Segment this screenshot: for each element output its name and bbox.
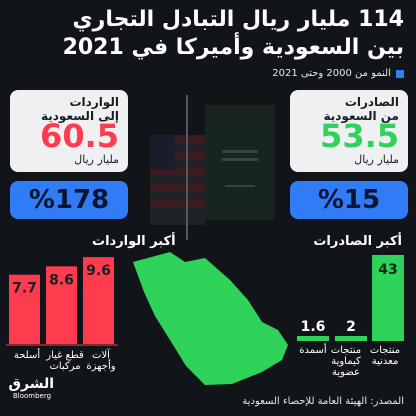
legend-swatch bbox=[396, 69, 404, 78]
imp-cat-3: أسلحة bbox=[2, 350, 52, 361]
import-bar-value-1: 9.6 bbox=[86, 263, 111, 279]
imp-cat-1-line2: وأجهزة bbox=[86, 361, 116, 372]
exp-cat-1: منتجات معدنية bbox=[360, 345, 410, 367]
top-exports-heading: أكبر الصادرات bbox=[313, 234, 402, 249]
source-note: المصدر: الهيئة العامة للإحصاء السعودية bbox=[242, 396, 404, 407]
import-bar-value-2: 8.6 bbox=[49, 272, 74, 288]
imp-cat-1: آلات وأجهزة bbox=[76, 350, 126, 372]
exp-cat-1-line1: منتجات bbox=[369, 345, 401, 356]
saudi-flag-icon bbox=[205, 105, 275, 220]
imports-title-text: الواردات bbox=[69, 95, 120, 109]
title-line-1: 114 مليار ريال التبادل التجاري bbox=[72, 7, 405, 32]
exp-cat-1-line2: معدنية bbox=[371, 356, 399, 367]
legend: النمو من 2000 وحتى 2021 bbox=[272, 68, 404, 79]
imp-cat-3-line1: أسلحة bbox=[13, 350, 41, 361]
imports-card: الواردات إلى السعودية 60.5 مليار ريال bbox=[10, 90, 128, 172]
imp-cat-2-line2: مركبات bbox=[49, 361, 81, 372]
imports-subtitle: إلى السعودية bbox=[40, 109, 119, 123]
brand-name: الشرق bbox=[8, 376, 54, 392]
imports-title: الواردات إلى السعودية bbox=[41, 95, 119, 123]
exp-cat-3: أسمدة bbox=[288, 345, 338, 356]
imports-value: 60.5 bbox=[40, 117, 119, 155]
legend-label: النمو من 2000 وحتى 2021 bbox=[272, 68, 391, 79]
imp-cat-1-line1: آلات bbox=[92, 350, 110, 361]
export-bar-3 bbox=[297, 336, 329, 341]
export-bar-value-1: 43 bbox=[378, 262, 397, 278]
import-bar-value-3: 7.7 bbox=[12, 281, 37, 297]
saudi-map-shape bbox=[133, 252, 288, 385]
brand-sub: Bloomberg bbox=[12, 392, 52, 400]
exports-title: الصادرات من السعودية bbox=[324, 95, 399, 123]
import-bar-2 bbox=[44, 264, 79, 346]
top-imports-heading: أكبر الواردات bbox=[92, 234, 176, 249]
imp-cat-2-line1: قطع غيار bbox=[46, 350, 84, 361]
imports-unit: مليار ريال bbox=[74, 153, 119, 166]
us-flag-icon bbox=[150, 135, 205, 225]
export-bar-value-3: 1.6 bbox=[301, 319, 326, 335]
exports-growth-badge: %15 bbox=[290, 181, 408, 219]
export-bar-value-2: 2 bbox=[346, 319, 356, 335]
imports-growth-badge: %178 bbox=[10, 181, 128, 219]
import-bar-1 bbox=[81, 255, 116, 346]
exports-card: الصادرات من السعودية 53.5 مليار ريال bbox=[290, 90, 408, 172]
export-bar-1 bbox=[372, 255, 404, 341]
exports-subtitle: من السعودية bbox=[323, 109, 399, 123]
imp-cat-2: قطع غيار مركبات bbox=[40, 350, 90, 372]
exp-cat-2-line2: كيماوية bbox=[331, 356, 361, 367]
exp-cat-2-line3: عضوية bbox=[332, 367, 360, 378]
exports-title-text: الصادرات bbox=[344, 95, 399, 109]
export-bar-2 bbox=[335, 336, 367, 341]
exports-unit: مليار ريال bbox=[354, 153, 399, 166]
exports-value: 53.5 bbox=[320, 117, 399, 155]
brand-logo: الشرق Bloomberg bbox=[8, 376, 54, 401]
exp-cat-2-line1: منتجات bbox=[330, 345, 362, 356]
title-line-2: بين السعودية وأميركا في 2021 bbox=[62, 35, 404, 60]
exp-cat-3-line1: أسمدة bbox=[299, 345, 327, 356]
exp-cat-2: منتجات كيماوية عضوية bbox=[321, 345, 371, 378]
